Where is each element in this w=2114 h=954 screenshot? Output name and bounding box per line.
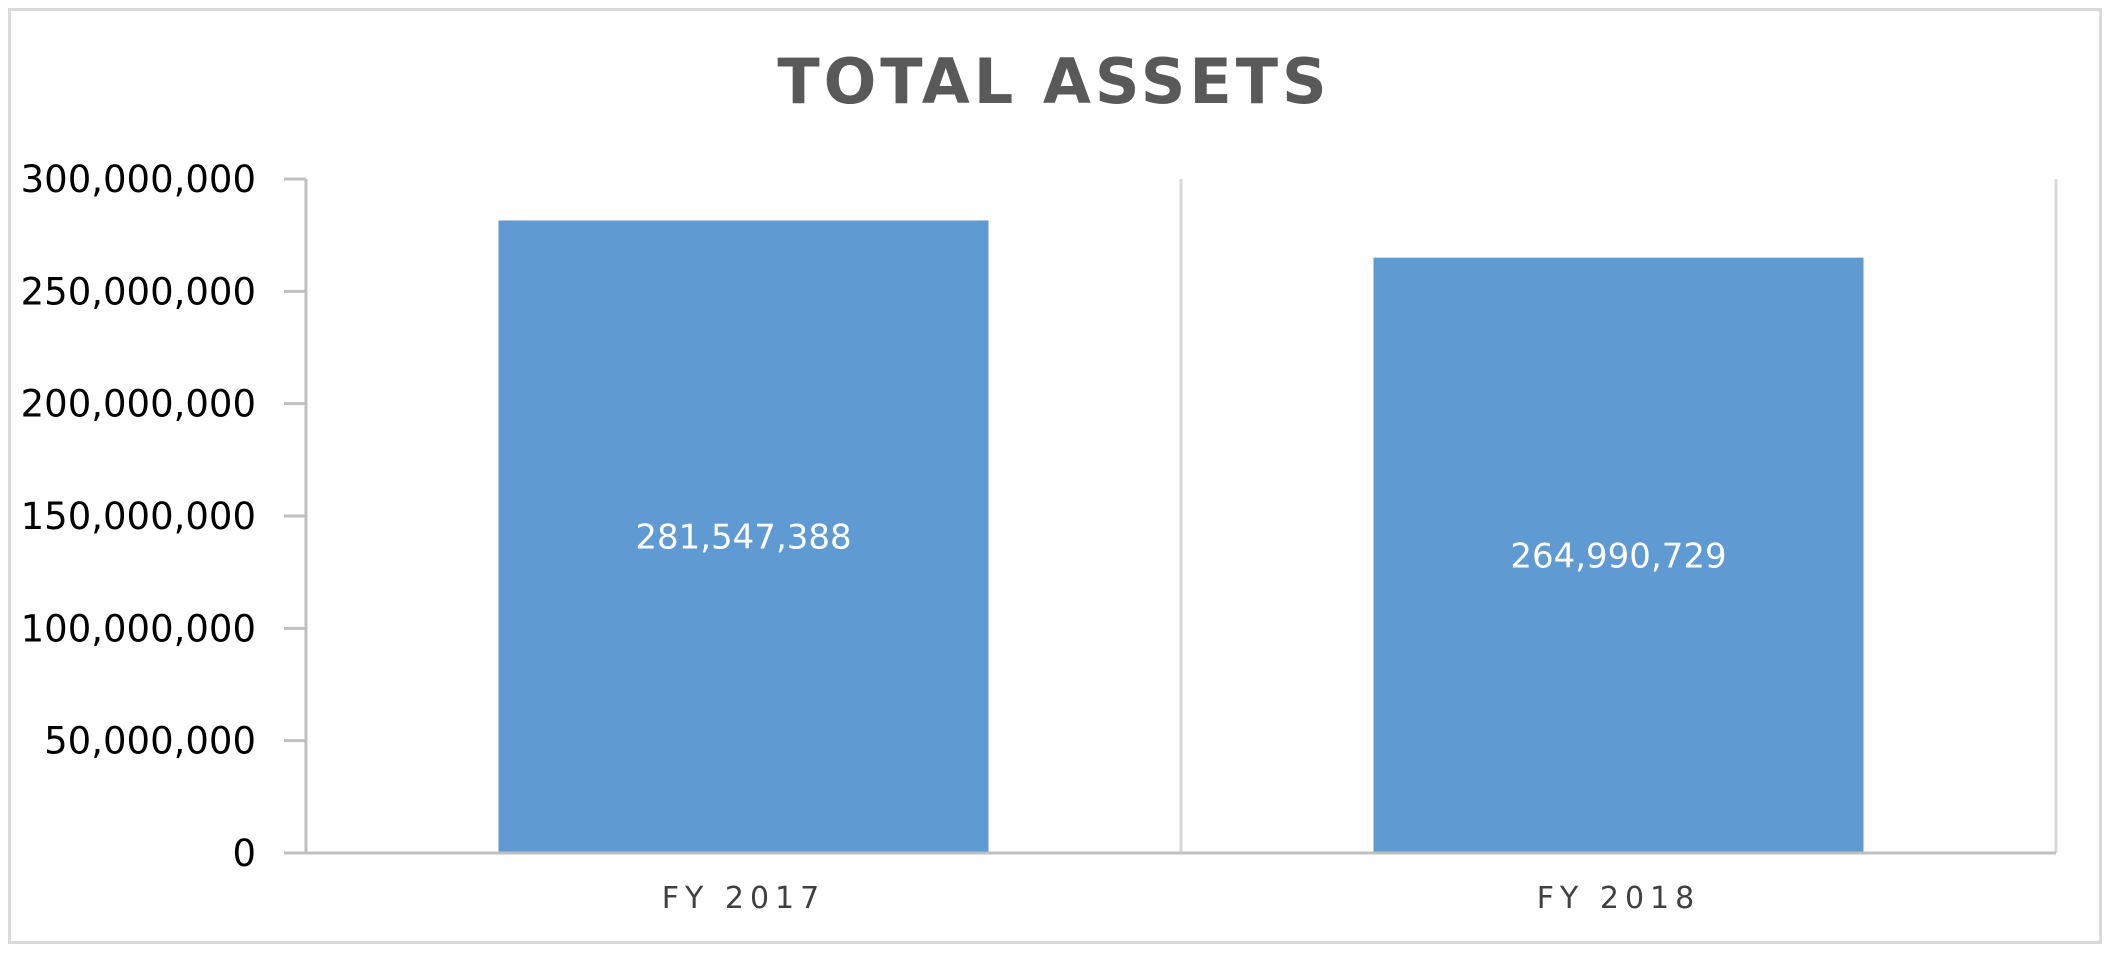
y-tick-label: 50,000,000	[44, 720, 256, 763]
chart-title: TOTAL ASSETS	[777, 45, 1330, 118]
y-tick-label: 0	[232, 832, 256, 875]
label-layer: 281,547,388 FY 2017 264,990,729 FY 2018 0 50,…	[21, 158, 1727, 916]
y-tick-label: 300,000,000	[21, 158, 256, 201]
y-tick-label: 250,000,000	[21, 270, 256, 313]
x-tick-label: FY 2018	[1537, 881, 1700, 916]
y-tick-label: 150,000,000	[21, 495, 256, 538]
data-label: 281,547,388	[635, 518, 851, 558]
bar-fy-2017	[498, 220, 989, 854]
y-tick-label: 100,000,000	[21, 607, 256, 650]
x-tick-label: FY 2017	[662, 881, 825, 916]
axis-layer	[284, 177, 2056, 855]
bar-fy-2018	[1373, 257, 1864, 853]
data-label: 264,990,729	[1510, 536, 1726, 576]
grid-layer	[1179, 179, 2058, 853]
y-tick-label: 200,000,000	[21, 383, 256, 426]
bar-layer	[498, 220, 1864, 854]
